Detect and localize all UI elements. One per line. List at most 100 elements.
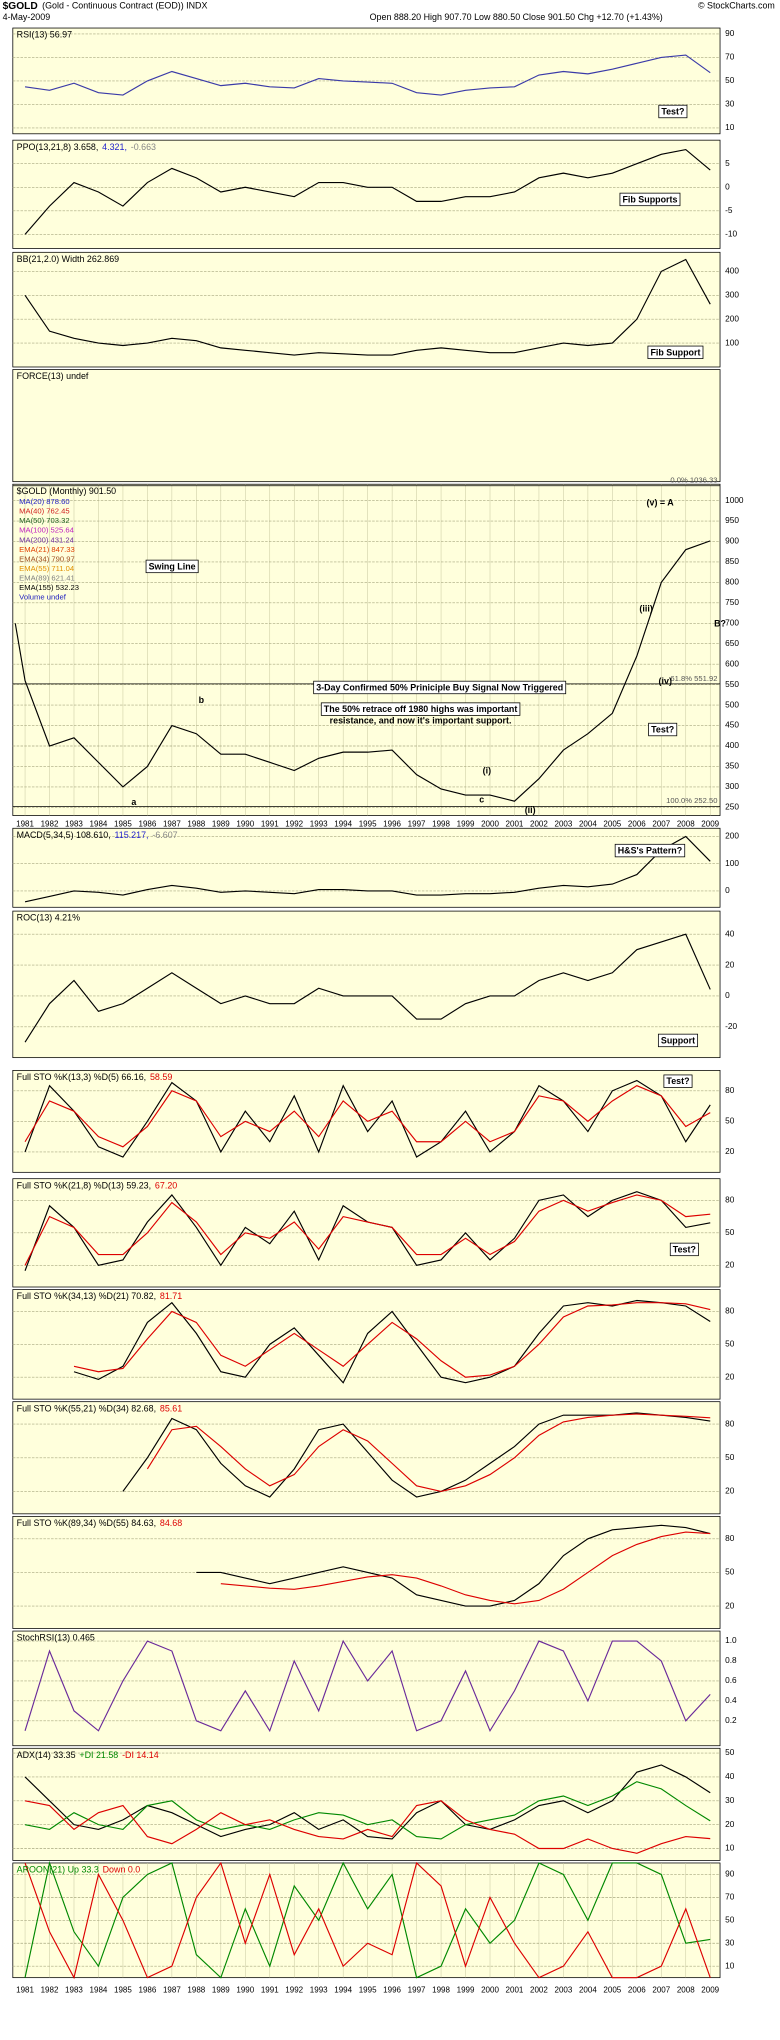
annotation: b — [199, 695, 205, 705]
annotation: Test? — [661, 106, 684, 116]
y-tick-label: 50 — [725, 1228, 735, 1237]
annotation-box — [647, 345, 704, 359]
annotation: resistance, and now it's important suppo… — [330, 716, 512, 726]
panel-title: ADX(14) 33.35 +DI 21.58 -DI 14.14 — [17, 1750, 159, 1760]
y-tick-label: 20 — [725, 1820, 735, 1829]
y-tick-label: 80 — [725, 1086, 735, 1095]
panel-title: BB(21,2.0) Width 262.869 — [17, 254, 120, 264]
title-part: 58.59 — [150, 1072, 172, 1082]
y-tick-label: 1000 — [725, 496, 744, 505]
panel — [12, 1630, 721, 1747]
title-part: 4.321, — [102, 142, 127, 152]
title-part: -6.607 — [152, 830, 177, 840]
series-line — [24, 258, 711, 356]
annotation: (iv) — [659, 676, 672, 686]
panel-title: FORCE(13) undef — [17, 372, 89, 382]
y-tick-label: 20 — [725, 1261, 735, 1270]
x-tick-label: 1992 — [285, 820, 303, 829]
title-part: FORCE(13) undef — [17, 372, 89, 382]
x-tick-label: 1993 — [310, 820, 328, 829]
series-line — [24, 148, 711, 235]
title-part: RSI(13) 56.97 — [17, 30, 72, 40]
panel-title: MACD(5,34,5) 108.610, 115.217, -6.607 — [17, 830, 178, 840]
date: 4-May-2009 — [3, 12, 51, 22]
y-tick-label: 300 — [725, 290, 739, 299]
credit: © StockCharts.com — [698, 1, 775, 11]
x-tick-label: 1989 — [212, 820, 230, 829]
fib-label: 0.0% 1036.33 — [670, 476, 717, 485]
symbol-name: (Gold - Continuous Contract (EOD)) INDX — [42, 1, 207, 11]
x-tick-label: 1999 — [457, 1986, 475, 1995]
y-tick-label: 0.4 — [725, 1696, 737, 1705]
y-tick-label: 50 — [725, 76, 735, 85]
y-tick-label: 0 — [725, 886, 730, 895]
x-tick-label: 1981 — [16, 1986, 34, 1995]
y-tick-label: 600 — [725, 659, 739, 668]
x-tick-label: 1996 — [383, 820, 401, 829]
panel — [12, 1747, 721, 1861]
y-tick-label: 800 — [725, 578, 739, 587]
x-tick-label: 2004 — [579, 1986, 597, 1995]
annotation: B? — [714, 619, 726, 629]
series-line — [24, 1764, 711, 1840]
annotation-box — [657, 1033, 699, 1048]
y-tick-label: 70 — [725, 1893, 735, 1902]
panel — [12, 910, 721, 1059]
series-line — [24, 933, 711, 1043]
y-tick-label: 30 — [725, 1938, 735, 1947]
quote: Open 888.20 High 907.70 Low 880.50 Close… — [370, 12, 663, 22]
x-tick-label: 2001 — [506, 1986, 524, 1995]
x-tick-label: 2000 — [481, 820, 499, 829]
annotation: Swing Line — [149, 561, 196, 571]
y-tick-label: 50 — [725, 1748, 735, 1757]
x-tick-label: 2007 — [652, 820, 670, 829]
overlay-legend: MA(50) 703.32 — [19, 516, 69, 525]
y-tick-label: 0.6 — [725, 1676, 737, 1685]
y-tick-label: 450 — [725, 721, 739, 730]
x-tick-label: 2002 — [530, 820, 548, 829]
y-tick-label: 20 — [725, 960, 735, 969]
y-tick-label: 20 — [725, 1147, 735, 1156]
y-tick-label: 250 — [725, 803, 739, 812]
title-part: ROC(13) 4.21% — [17, 913, 80, 923]
annotation: c — [479, 795, 484, 805]
y-tick-label: 50 — [725, 1117, 735, 1126]
x-tick-label: 1999 — [457, 820, 475, 829]
y-tick-label: 850 — [725, 557, 739, 566]
x-tick-label: 2000 — [481, 1986, 499, 1995]
y-tick-label: 650 — [725, 639, 739, 648]
annotation: a — [131, 797, 137, 807]
x-tick-label: 1997 — [408, 1986, 426, 1995]
y-tick-label: 40 — [725, 1772, 735, 1781]
panel — [12, 369, 721, 483]
x-tick-label: 1993 — [310, 1986, 328, 1995]
x-tick-label: 2008 — [677, 820, 695, 829]
y-tick-label: 30 — [725, 100, 735, 109]
title-part: +DI 21.58 — [79, 1750, 118, 1760]
y-tick-label: 50 — [725, 1340, 735, 1349]
y-tick-label: 20 — [725, 1601, 735, 1610]
y-tick-label: 350 — [725, 762, 739, 771]
series-line — [24, 1860, 711, 1979]
y-tick-label: 40 — [725, 929, 735, 938]
y-tick-label: 80 — [725, 1534, 735, 1543]
y-tick-label: 200 — [725, 314, 739, 323]
fib-label: 100.0% 252.50 — [666, 796, 717, 805]
x-tick-label: 1994 — [334, 820, 352, 829]
x-tick-label: 1997 — [408, 820, 426, 829]
x-tick-label: 1991 — [261, 820, 279, 829]
x-tick-label: 2009 — [701, 820, 719, 829]
series-line — [24, 1861, 711, 1980]
y-tick-label: 70 — [725, 53, 735, 62]
panel-title: Full STO %K(55,21) %D(34) 82.68, 85.61 — [17, 1404, 183, 1414]
panel-title: Full STO %K(89,34) %D(55) 84.63, 84.68 — [17, 1518, 183, 1528]
panel-title: RSI(13) 56.97 — [17, 30, 72, 40]
x-tick-label: 2009 — [701, 1986, 719, 1995]
annotation: (v) = A — [647, 498, 675, 508]
x-tick-label: 1987 — [163, 1986, 181, 1995]
annotation-box — [145, 559, 199, 574]
title-part: 81.71 — [160, 1292, 182, 1302]
panel-title: StochRSI(13) 0.465 — [17, 1633, 95, 1643]
series-line — [24, 1781, 711, 1840]
y-tick-label: 950 — [725, 516, 739, 525]
